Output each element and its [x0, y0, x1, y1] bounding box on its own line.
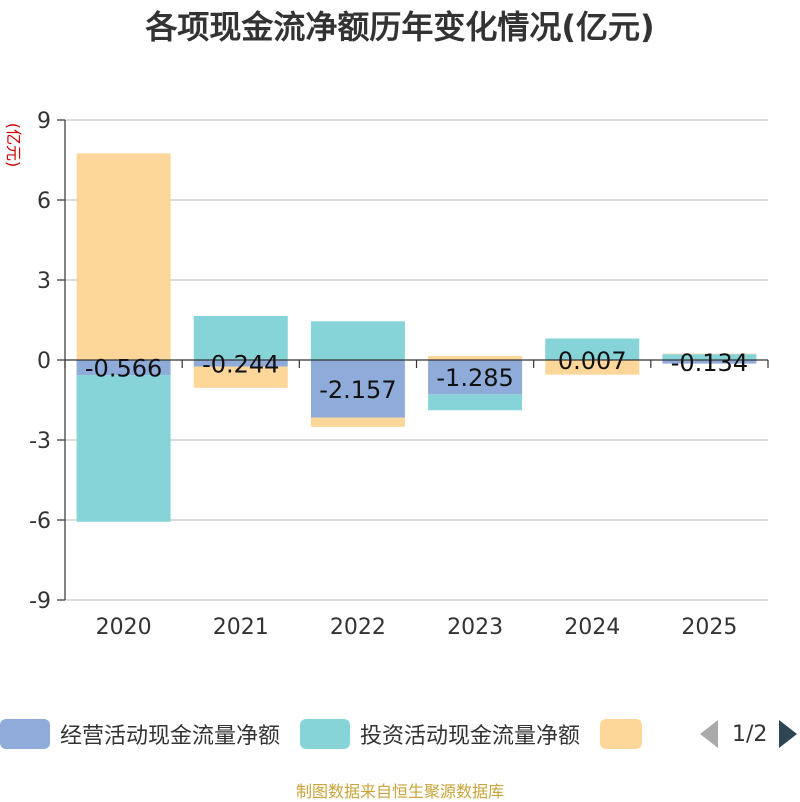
- bar-3-2023: [428, 356, 523, 360]
- bar-2-2020: [76, 375, 171, 522]
- bar-2-2025: [662, 354, 757, 360]
- x-tick-label: 2024: [564, 615, 620, 640]
- y-tick-label: -9: [29, 589, 51, 614]
- legend-swatch-third: [600, 719, 643, 749]
- legend-item-operating[interactable]: 经营活动现金流量净额: [0, 718, 280, 750]
- y-tick-label: 0: [37, 349, 51, 374]
- y-tick-label: 6: [37, 189, 51, 214]
- source-note: 制图数据来自恒生聚源数据库: [295, 782, 504, 801]
- page-indicator: 1/2: [732, 721, 768, 747]
- legend-swatch-investing: [300, 719, 351, 749]
- legend-label-operating: 经营活动现金流量净额: [60, 724, 281, 749]
- legend-item-third[interactable]: [600, 719, 652, 749]
- bar-2-2024: [545, 338, 640, 360]
- x-tick-label: 2025: [681, 615, 737, 640]
- bar-3-2020: [76, 153, 171, 360]
- y-tick-label: 9: [37, 109, 51, 134]
- x-tick-label: 2020: [96, 615, 152, 640]
- previous-page-icon[interactable]: [700, 720, 718, 748]
- x-tick-label: 2023: [447, 615, 503, 640]
- bar-group: [76, 153, 757, 522]
- axes: 9 6 3 0 -3 -6 -9 2020 2021 2022 2023 2024 2025: [29, 109, 769, 640]
- bar-1-2025: [662, 360, 757, 364]
- bar-1-2023: [428, 360, 523, 395]
- bar-1-2022: [310, 360, 405, 418]
- bar-3-2021: [193, 366, 288, 388]
- legend-label-investing: 投资活动现金流量净额: [360, 724, 581, 749]
- data-label: -1.285: [436, 364, 513, 392]
- bar-3-2024: [545, 360, 640, 375]
- bar-2-2021: [193, 316, 288, 360]
- bar-2-2022: [310, 321, 405, 360]
- chart-title: 各项现金流净额历年变化情况(亿元): [145, 8, 655, 46]
- bar-1-2021: [193, 360, 288, 367]
- legend-pager: 1/2: [700, 714, 798, 754]
- legend-item-investing[interactable]: 投资活动现金流量净额: [300, 718, 580, 750]
- legend-swatch-operating: [0, 719, 50, 749]
- bar-1-2020: [76, 360, 171, 376]
- data-label: -0.244: [202, 350, 279, 378]
- y-tick-label: -6: [29, 509, 51, 534]
- y-tick-label: 3: [37, 269, 51, 294]
- data-labels: -0.566 -0.244 -2.157 -1.285 0.007 -0.134: [85, 347, 748, 404]
- data-label: -0.134: [671, 349, 748, 377]
- data-label: -2.157: [319, 376, 396, 404]
- data-label: -0.566: [85, 355, 162, 383]
- x-tick-label: 2021: [213, 615, 269, 640]
- x-tick-label: 2022: [330, 615, 386, 640]
- next-page-icon[interactable]: [779, 720, 798, 748]
- y-axis-label-group: (亿元): [4, 123, 23, 168]
- data-label: 0.007: [558, 347, 627, 375]
- grid-lines: [65, 119, 768, 601]
- bar-3-2025: [662, 353, 757, 355]
- y-tick-label: -3: [29, 429, 51, 454]
- bar-2-2023: [428, 394, 523, 411]
- legend: 经营活动现金流量净额 投资活动现金流量净额: [0, 714, 672, 754]
- bar-3-2022: [310, 417, 405, 427]
- y-axis-label: (亿元): [4, 123, 23, 168]
